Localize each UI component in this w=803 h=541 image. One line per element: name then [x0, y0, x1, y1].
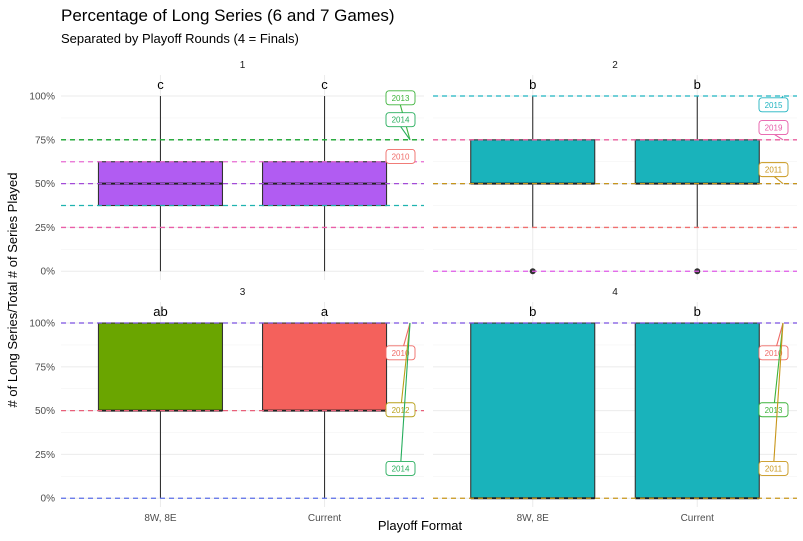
y-tick-label: 75%: [35, 362, 55, 373]
year-label: 2011: [765, 166, 783, 175]
x-tick-label: Current: [681, 513, 715, 524]
facet-strip-label: 1: [240, 60, 246, 71]
x-tick-label: Current: [308, 513, 342, 524]
significance-letter: b: [529, 304, 536, 319]
panel-1: 1 0% 25% 50% 75% 100% c c 2013 2014 2010: [29, 60, 424, 280]
year-label: 2019: [765, 124, 783, 133]
y-tick-label: 50%: [35, 406, 55, 417]
chart-title: Percentage of Long Series (6 and 7 Games…: [61, 6, 395, 25]
year-label: 2010: [765, 349, 783, 358]
significance-letter: c: [321, 77, 328, 92]
significance-letter: b: [529, 77, 536, 92]
chart-subtitle: Separated by Playoff Rounds (4 = Finals): [61, 31, 299, 46]
box: [470, 139, 596, 185]
panel-3: 3 0% 25% 50% 75% 100% 8W, 8E Current ab a 2010 2012…: [29, 287, 424, 524]
year-label-box: [385, 149, 416, 164]
label-leader-line: [399, 322, 411, 475]
year-label: 2014: [392, 464, 410, 473]
year-label-box: [385, 112, 416, 128]
year-label-box: [758, 461, 789, 476]
facet-strip-label: 3: [240, 287, 246, 298]
y-tick-label: 25%: [35, 450, 55, 461]
year-label: 2012: [392, 406, 410, 415]
y-tick-label: 75%: [35, 135, 55, 146]
x-axis-title: Playoff Format: [378, 518, 463, 533]
year-label: 2010: [392, 349, 410, 358]
significance-letter: b: [694, 77, 701, 92]
y-tick-label: 0%: [41, 494, 56, 505]
year-label: 2014: [392, 116, 410, 125]
label-leader-line: [399, 125, 411, 141]
significance-letter: a: [321, 304, 329, 319]
year-label: 2010: [392, 152, 410, 161]
facet-panels: 1 0% 25% 50% 75% 100% c c 2013 2014 2010 2 b b 2015 201…: [29, 60, 797, 524]
y-axis-title: # of Long Series/Total # of Series Playe…: [5, 173, 20, 408]
box: [470, 322, 596, 499]
box: [261, 322, 388, 412]
label-leader-line: [772, 322, 784, 475]
year-label-box: [758, 162, 789, 178]
year-label: 2015: [765, 101, 783, 110]
y-tick-label: 100%: [29, 319, 55, 330]
label-leader-line: [399, 322, 411, 416]
significance-letter: b: [694, 304, 701, 319]
year-label: 2011: [765, 464, 783, 473]
y-tick-label: 50%: [35, 179, 55, 190]
significance-letter: c: [157, 77, 164, 92]
y-tick-label: 25%: [35, 223, 55, 234]
box: [634, 139, 760, 185]
panel-4: 4 8W, 8E Current b b 2010 2013 2011: [433, 287, 797, 524]
significance-letter: ab: [153, 304, 167, 319]
facet-strip-label: 2: [612, 60, 618, 71]
year-label: 2013: [765, 406, 783, 415]
year-label-box: [758, 402, 789, 418]
panel-2: 2 b b 2015 2019 2011: [433, 60, 797, 280]
year-label: 2013: [392, 94, 410, 103]
x-tick-label: 8W, 8E: [144, 513, 177, 524]
year-label-box: [758, 120, 789, 136]
box: [97, 322, 224, 412]
y-tick-label: 100%: [29, 92, 55, 103]
box: [634, 322, 760, 499]
x-tick-label: 8W, 8E: [517, 513, 550, 524]
year-label-box: [385, 461, 416, 476]
year-label-box: [385, 90, 416, 106]
year-label-box: [385, 402, 416, 418]
year-label-box: [758, 97, 789, 113]
label-leader-line: [772, 322, 784, 416]
facet-strip-label: 4: [612, 287, 618, 298]
y-tick-label: 0%: [41, 267, 56, 278]
